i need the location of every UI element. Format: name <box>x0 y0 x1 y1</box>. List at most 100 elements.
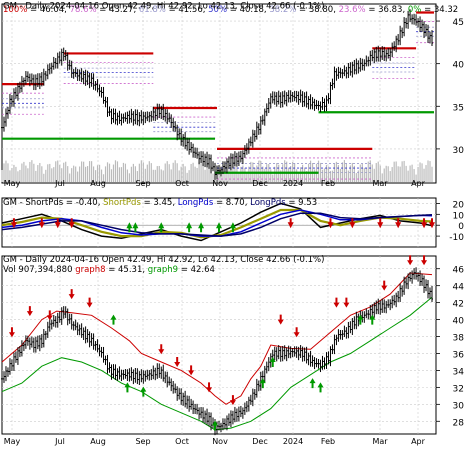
trail-line-graph8 <box>1 272 433 405</box>
sell-arrow <box>158 344 165 355</box>
y-tick-label: 0 <box>458 222 464 232</box>
x-tick-label: Feb <box>321 437 335 446</box>
buy-arrow <box>269 356 276 367</box>
legend-entry: ShortPds <box>25 198 65 208</box>
sell-arrow <box>429 218 435 229</box>
sell-arrow <box>327 218 334 229</box>
y-tick-label: 45 <box>453 18 464 28</box>
sell-arrow <box>229 395 236 406</box>
sell-arrow <box>293 327 300 338</box>
y-tick-label: 44 <box>453 283 465 293</box>
sell-arrow <box>8 327 15 338</box>
sell-arrow <box>395 218 402 229</box>
x-tick-label: Jul <box>54 179 65 188</box>
x-tick-label: Dec <box>252 437 267 446</box>
price-legend: 100% = 46.04, 78.6% = 43.27, 61.8% = 41.… <box>3 5 458 15</box>
sell-arrow <box>54 218 61 229</box>
legend-entry: ShortPds <box>103 198 143 208</box>
legend-entry: 50% <box>208 5 230 15</box>
y-tick-label: 42 <box>453 300 464 310</box>
y-tick-label: 34 <box>453 367 465 377</box>
trail-title: GM - Daily 2024-04-16 Open 42.49, Hi 42.… <box>3 255 324 265</box>
sell-arrow <box>38 218 45 229</box>
oscillator-legend: GM - ShortPds = -0.40, ShortPds = 3.45, … <box>3 198 317 208</box>
sell-arrow <box>68 218 75 229</box>
y-tick-label: 38 <box>453 334 465 344</box>
legend-entry: LongPds <box>250 198 288 208</box>
buy-arrow <box>132 222 139 233</box>
y-tick-label: 30 <box>453 401 465 411</box>
sell-arrow <box>10 218 17 229</box>
sell-arrow <box>174 356 181 367</box>
buy-arrow <box>186 222 193 233</box>
sell-arrow <box>421 255 428 266</box>
x-tick-label: Dec <box>252 179 267 188</box>
legend-entry: = 3.45, <box>144 198 178 208</box>
legend-entry: = 45.31, <box>108 265 148 275</box>
x-tick-label: Oct <box>175 437 189 446</box>
buy-arrow <box>309 378 316 389</box>
y-tick-label: 35 <box>453 103 464 113</box>
legend-entry: = -0.40, <box>66 198 103 208</box>
buy-arrow <box>215 222 222 233</box>
sell-arrow <box>277 314 284 325</box>
sell-arrow <box>407 255 414 266</box>
legend-entry: = 9.53 <box>288 198 317 208</box>
y-tick-label: 36 <box>453 350 465 360</box>
buy-arrow <box>369 314 376 325</box>
sell-arrow <box>333 297 340 308</box>
price-title-text: GM - Daily 2024-04-16 Open 42.49, Hi 42.… <box>3 2 324 12</box>
x-tick-label: Jul <box>54 437 65 446</box>
plot-frame-1 <box>1 3 437 184</box>
legend-entry: 23.6% <box>339 5 369 15</box>
plot-frame-3 <box>1 255 437 435</box>
y-tick-label: 10 <box>453 211 465 221</box>
x-tick-label: May <box>4 179 21 188</box>
legend-entry: = 41.56, <box>169 5 209 15</box>
legend-entry: = 40.18, <box>230 5 270 15</box>
legend-entry: = 36.83, <box>368 5 408 15</box>
sell-arrow <box>46 310 53 321</box>
legend-entry: LongPds <box>178 198 216 208</box>
sell-arrow <box>421 218 428 229</box>
sell-arrow <box>343 297 350 308</box>
legend-entry: graph9 <box>148 265 181 275</box>
x-tick-label: Apr <box>411 179 426 188</box>
sell-arrow <box>68 289 75 300</box>
x-tick-label: Aug <box>90 437 106 446</box>
buy-arrow <box>229 222 236 233</box>
sell-arrow <box>26 306 33 317</box>
sell-arrow <box>381 280 388 291</box>
sell-arrow <box>206 382 213 393</box>
x-tick-label: Nov <box>212 179 228 188</box>
y-tick-label: -10 <box>449 233 464 243</box>
legend-entry: = 43.27, <box>99 5 139 15</box>
x-tick-label: Apr <box>411 437 426 446</box>
y-tick-label: 30 <box>453 146 465 156</box>
y-tick-label: 28 <box>453 418 465 428</box>
legend-entry: 0% <box>408 5 424 15</box>
legend-entry: 100% <box>3 5 30 15</box>
sell-arrow <box>287 218 294 229</box>
x-tick-label: Nov <box>212 437 228 446</box>
buy-arrow <box>158 222 165 233</box>
buy-arrow <box>198 222 205 233</box>
buy-arrow <box>259 378 266 389</box>
sell-arrow <box>86 297 93 308</box>
x-tick-label: Sep <box>135 437 150 446</box>
x-tick-label: 2024 <box>283 437 303 446</box>
x-tick-label: Oct <box>175 179 189 188</box>
y-tick-label: 40 <box>453 61 465 71</box>
x-tick-label: Mar <box>372 179 388 188</box>
legend-entry: 38.2% <box>269 5 299 15</box>
buy-arrow <box>126 222 133 233</box>
legend-entry: = 34.32 <box>424 5 458 15</box>
legend-entry: = 38.80, <box>299 5 339 15</box>
oscillator-line-3 <box>1 212 433 237</box>
buy-arrow <box>317 382 324 393</box>
x-tick-label: Aug <box>90 179 106 188</box>
y-tick-label: 46 <box>453 266 465 276</box>
sell-arrow <box>349 218 356 229</box>
legend-entry: = 8.70, <box>216 198 250 208</box>
